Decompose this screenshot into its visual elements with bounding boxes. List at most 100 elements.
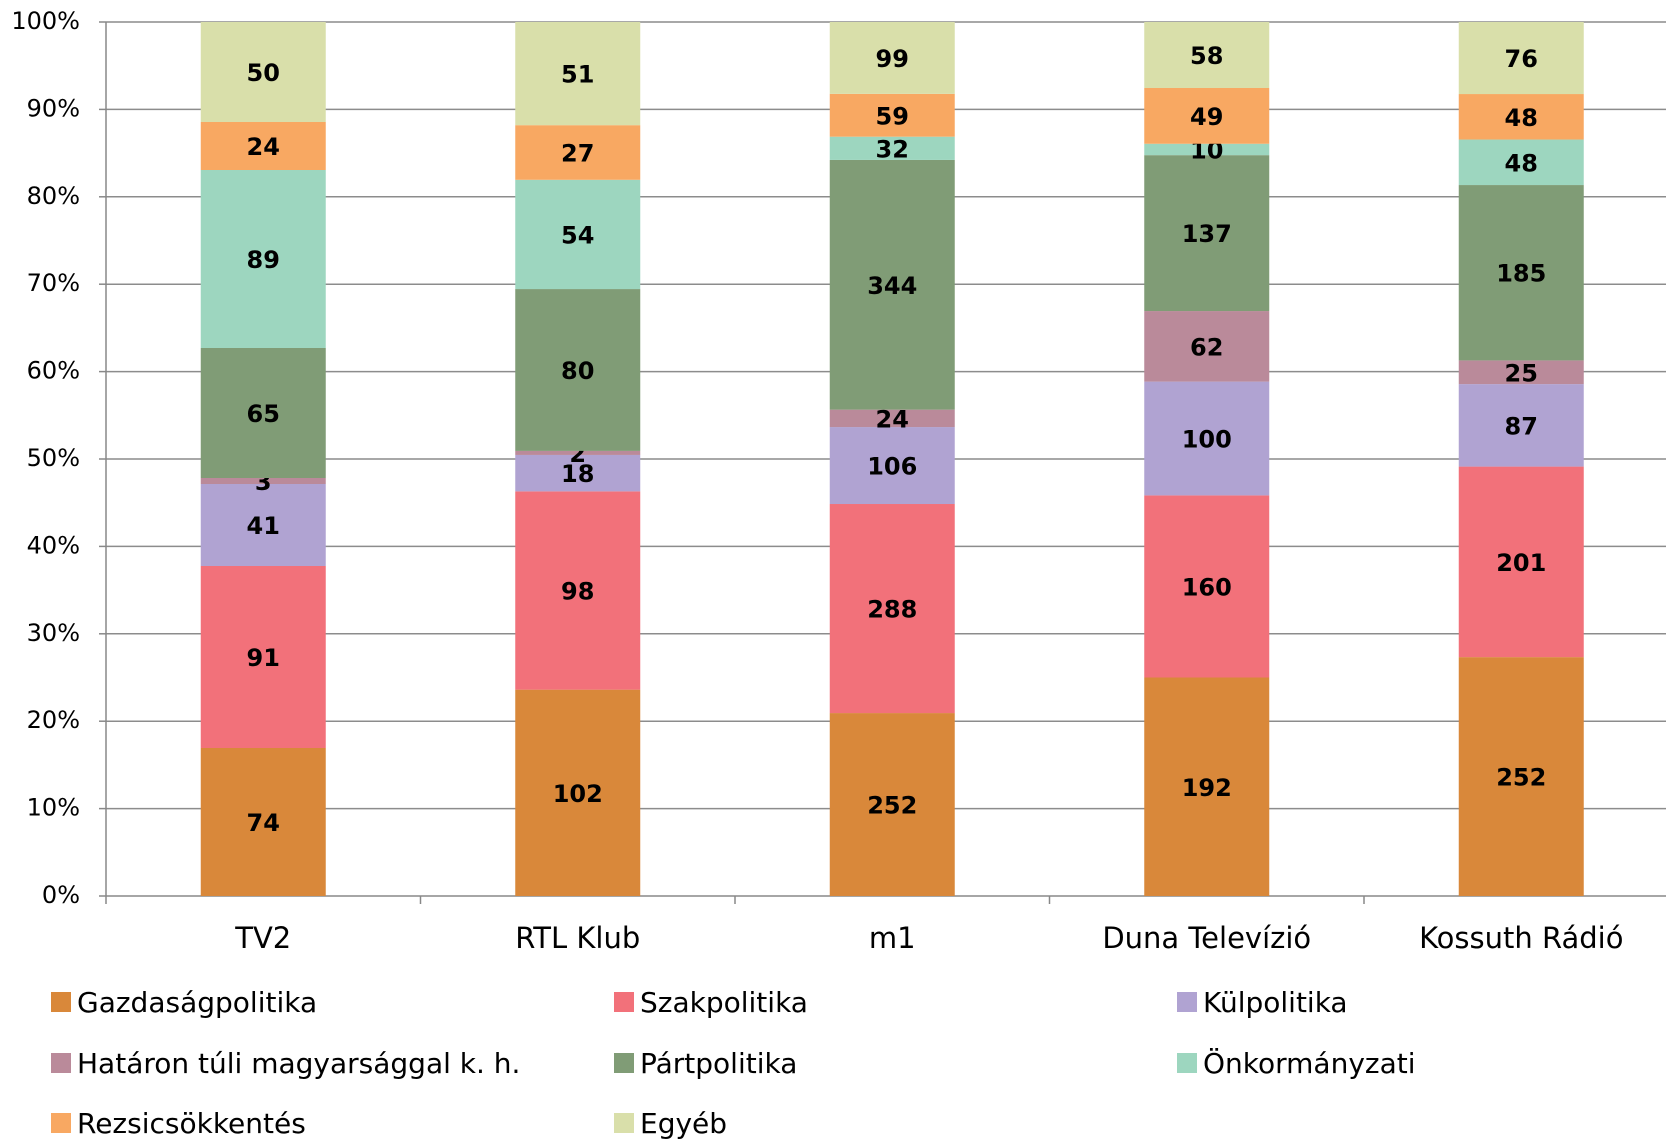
x-tick-label: RTL Klub [515, 921, 640, 955]
bar-segment [1144, 22, 1270, 89]
legend-swatch [51, 1113, 71, 1133]
legend-swatch [51, 1053, 71, 1073]
x-tick-label: TV2 [234, 921, 291, 955]
data-label: 80 [561, 357, 594, 385]
bar-segment [515, 450, 641, 455]
legend-swatch [614, 1053, 634, 1073]
data-label: 25 [1505, 359, 1538, 387]
bar-segment [200, 478, 326, 484]
y-tick-label: 30% [27, 619, 80, 647]
data-label: 59 [876, 102, 909, 130]
data-label: 50 [247, 59, 280, 87]
data-label: 18 [561, 460, 594, 488]
data-label: 65 [247, 400, 280, 428]
y-tick-label: 10% [27, 794, 80, 822]
data-label: 91 [247, 644, 280, 672]
bar-segment [1144, 381, 1270, 496]
legend-swatch [614, 1113, 634, 1133]
bar-segment [829, 713, 955, 896]
data-label: 192 [1182, 774, 1232, 802]
data-label: 54 [561, 221, 594, 249]
data-label: 87 [1505, 412, 1538, 440]
data-label: 48 [1505, 104, 1538, 132]
bar-segment [200, 566, 326, 748]
y-tick-label: 90% [27, 94, 80, 122]
bar-segment [829, 409, 955, 428]
bar-segment [515, 179, 641, 290]
bar-segment [515, 289, 641, 451]
data-label: 160 [1182, 573, 1232, 601]
data-label: 41 [247, 512, 280, 540]
y-tick-label: 50% [27, 444, 80, 472]
data-label: 99 [876, 45, 909, 73]
legend-label: Egyéb [640, 1107, 727, 1140]
bar-segment [200, 348, 326, 478]
x-tick-label: Duna Televízió [1102, 921, 1311, 955]
bar-segment [1458, 360, 1584, 385]
data-label: 137 [1182, 220, 1232, 248]
data-label: 24 [876, 405, 909, 433]
y-tick-label: 40% [27, 531, 80, 559]
bar-segment [829, 93, 955, 137]
y-tick-label: 70% [27, 269, 80, 297]
bar-segment [200, 170, 326, 348]
bar-segment [1144, 143, 1270, 156]
legend-swatch [614, 992, 634, 1012]
data-label: 51 [561, 61, 594, 89]
bar-segment [1458, 657, 1584, 896]
bar-segment [829, 136, 955, 160]
bar-segment [829, 159, 955, 410]
bar-segment [1144, 677, 1270, 896]
legend-label: Gazdaságpolitika [77, 986, 317, 1019]
bar-segment [1458, 466, 1584, 658]
legend-label: Önkormányzati [1203, 1046, 1416, 1080]
bar-segment [1144, 155, 1270, 312]
data-label: 89 [247, 246, 280, 274]
y-tick-label: 0% [42, 881, 80, 909]
x-tick-label: m1 [869, 921, 916, 955]
legend-label: Külpolitika [1203, 986, 1348, 1019]
bar-segment [515, 22, 641, 126]
bar-segment [829, 427, 955, 505]
bar-segment [1144, 88, 1270, 144]
legend-swatch [1177, 1053, 1197, 1073]
bar-segment [200, 122, 326, 170]
bar-segment [515, 454, 641, 492]
bar-segment [1458, 22, 1584, 95]
data-label: 32 [876, 135, 909, 163]
legend-label: Határon túli magyarsággal k. h. [77, 1047, 520, 1080]
data-label: 27 [561, 139, 594, 167]
bar-segment [515, 689, 641, 896]
bar-segment [1144, 495, 1270, 678]
y-tick-label: 100% [11, 7, 80, 35]
y-tick-label: 80% [27, 182, 80, 210]
bar-segment [515, 125, 641, 180]
y-tick-label: 20% [27, 706, 80, 734]
bar-segment [829, 504, 955, 714]
data-label: 49 [1190, 103, 1223, 131]
data-label: 252 [867, 792, 917, 820]
data-label: 106 [867, 453, 917, 481]
bar-segment [829, 22, 955, 94]
bar-segment [1458, 185, 1584, 361]
y-tick-label: 60% [27, 357, 80, 385]
x-tick-label: Kossuth Rádió [1419, 921, 1623, 955]
data-label: 344 [867, 272, 917, 300]
bar-segment [1458, 139, 1584, 186]
bar-segment [200, 484, 326, 566]
data-label: 98 [561, 578, 594, 606]
data-label: 288 [867, 596, 917, 624]
legend-swatch [1177, 992, 1197, 1012]
data-label: 102 [553, 780, 603, 808]
bar-segment [200, 22, 326, 122]
legend-label: Szakpolitika [640, 986, 808, 1019]
bar-segment [1144, 311, 1270, 382]
legend-label: Pártpolitika [640, 1047, 797, 1080]
data-label: 58 [1190, 42, 1223, 70]
bar-segment [515, 491, 641, 690]
data-label: 74 [247, 809, 280, 837]
data-label: 201 [1496, 549, 1546, 577]
data-label: 185 [1496, 260, 1546, 288]
data-label: 62 [1190, 333, 1223, 361]
